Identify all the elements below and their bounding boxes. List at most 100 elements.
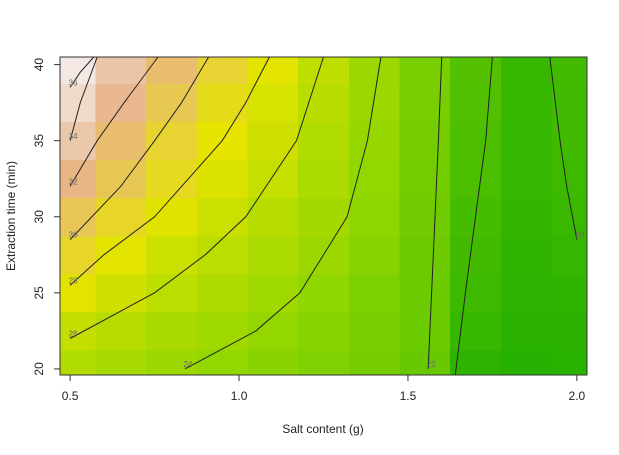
heat-cell xyxy=(399,273,451,313)
contour-label: 34 xyxy=(69,132,78,141)
heat-cell xyxy=(95,57,147,85)
contour-label: 28 xyxy=(69,276,78,285)
heat-cell xyxy=(196,197,248,237)
heat-cell xyxy=(500,311,553,351)
heat-cell xyxy=(450,57,502,85)
heat-cell xyxy=(500,273,553,313)
heat-cell xyxy=(399,57,451,85)
heat-cell xyxy=(298,273,350,313)
contour-line xyxy=(69,56,270,286)
contour-label: 20 xyxy=(575,231,584,240)
heat-cell xyxy=(551,311,588,351)
heat-cell xyxy=(298,349,350,376)
heat-cell xyxy=(60,311,96,351)
heat-cell xyxy=(450,349,502,376)
heat-cell xyxy=(348,121,401,161)
heat-cell xyxy=(399,121,451,161)
heat-cell xyxy=(60,83,96,123)
heat-cell xyxy=(95,83,147,123)
heat-cell xyxy=(196,159,248,199)
heat-cell xyxy=(399,349,451,376)
x-tick-label: 1.5 xyxy=(400,389,417,403)
heat-cell xyxy=(95,349,147,376)
heat-cell xyxy=(450,235,502,275)
heat-cell xyxy=(146,57,198,85)
contour-label: 32 xyxy=(69,177,78,186)
heat-cell xyxy=(95,273,147,313)
x-axis-title: Salt content (g) xyxy=(282,422,363,436)
contour-line xyxy=(454,56,493,376)
y-tick-label: 20 xyxy=(32,362,46,376)
heat-cell xyxy=(298,159,350,199)
heat-cell xyxy=(60,273,96,313)
heat-cell xyxy=(196,311,248,351)
x-tick-label: 2.0 xyxy=(569,389,586,403)
heat-cell xyxy=(247,349,299,376)
heat-cell xyxy=(247,121,299,161)
x-tick-label: 0.5 xyxy=(62,389,79,403)
heat-cell xyxy=(450,159,502,199)
heat-cell xyxy=(500,83,553,123)
heat-cell xyxy=(60,197,96,237)
heat-cell xyxy=(298,197,350,237)
contour-line xyxy=(69,56,95,88)
heat-cell xyxy=(399,83,451,123)
heat-cell xyxy=(146,349,198,376)
heat-cell xyxy=(196,57,248,85)
heat-cell xyxy=(500,197,553,237)
heat-cell xyxy=(399,235,451,275)
heat-cell xyxy=(348,57,401,85)
y-tick-label: 25 xyxy=(32,286,46,300)
heat-cell xyxy=(551,235,588,275)
heat-cell xyxy=(146,311,198,351)
heatmap xyxy=(60,57,588,376)
plot-frame xyxy=(59,56,588,376)
heat-cell xyxy=(247,57,299,85)
heat-cell xyxy=(60,349,96,376)
heat-cell xyxy=(146,235,198,275)
heat-cell xyxy=(500,235,553,275)
heat-cell xyxy=(348,273,401,313)
heat-cell xyxy=(348,311,401,351)
heat-cell xyxy=(298,57,350,85)
heat-cell xyxy=(551,83,588,123)
heat-cell xyxy=(500,159,553,199)
heat-cell xyxy=(450,311,502,351)
heat-cell xyxy=(551,159,588,199)
y-tick-label: 35 xyxy=(32,134,46,148)
contour-line xyxy=(69,56,98,141)
heat-cell xyxy=(500,57,553,85)
heat-cell xyxy=(247,273,299,313)
heat-cell xyxy=(348,235,401,275)
heat-cell xyxy=(551,197,588,237)
heat-cell xyxy=(348,159,401,199)
heat-cell xyxy=(551,121,588,161)
heat-cell xyxy=(196,349,248,376)
heat-cell xyxy=(551,349,588,376)
heat-cell xyxy=(146,159,198,199)
heat-cell xyxy=(348,83,401,123)
heat-cell xyxy=(60,235,96,275)
heat-cell xyxy=(399,311,451,351)
heat-cell xyxy=(95,121,147,161)
heat-cell xyxy=(298,83,350,123)
y-tick-label: 30 xyxy=(32,210,46,224)
contour-label: 22 xyxy=(427,360,436,369)
contour-line xyxy=(69,56,324,339)
contour-label: 26 xyxy=(69,330,78,339)
heat-cell xyxy=(196,273,248,313)
heat-cell xyxy=(247,83,299,123)
heat-cell xyxy=(348,197,401,237)
heat-cell xyxy=(95,311,147,351)
heat-cell xyxy=(399,197,451,237)
contour-line xyxy=(427,56,443,369)
contour-line xyxy=(549,56,578,240)
heat-cell xyxy=(500,349,553,376)
contour-label: 24 xyxy=(184,360,193,369)
y-tick-label: 40 xyxy=(32,58,46,72)
heat-cell xyxy=(551,57,588,85)
heat-cell xyxy=(551,273,588,313)
heat-cell xyxy=(298,311,350,351)
